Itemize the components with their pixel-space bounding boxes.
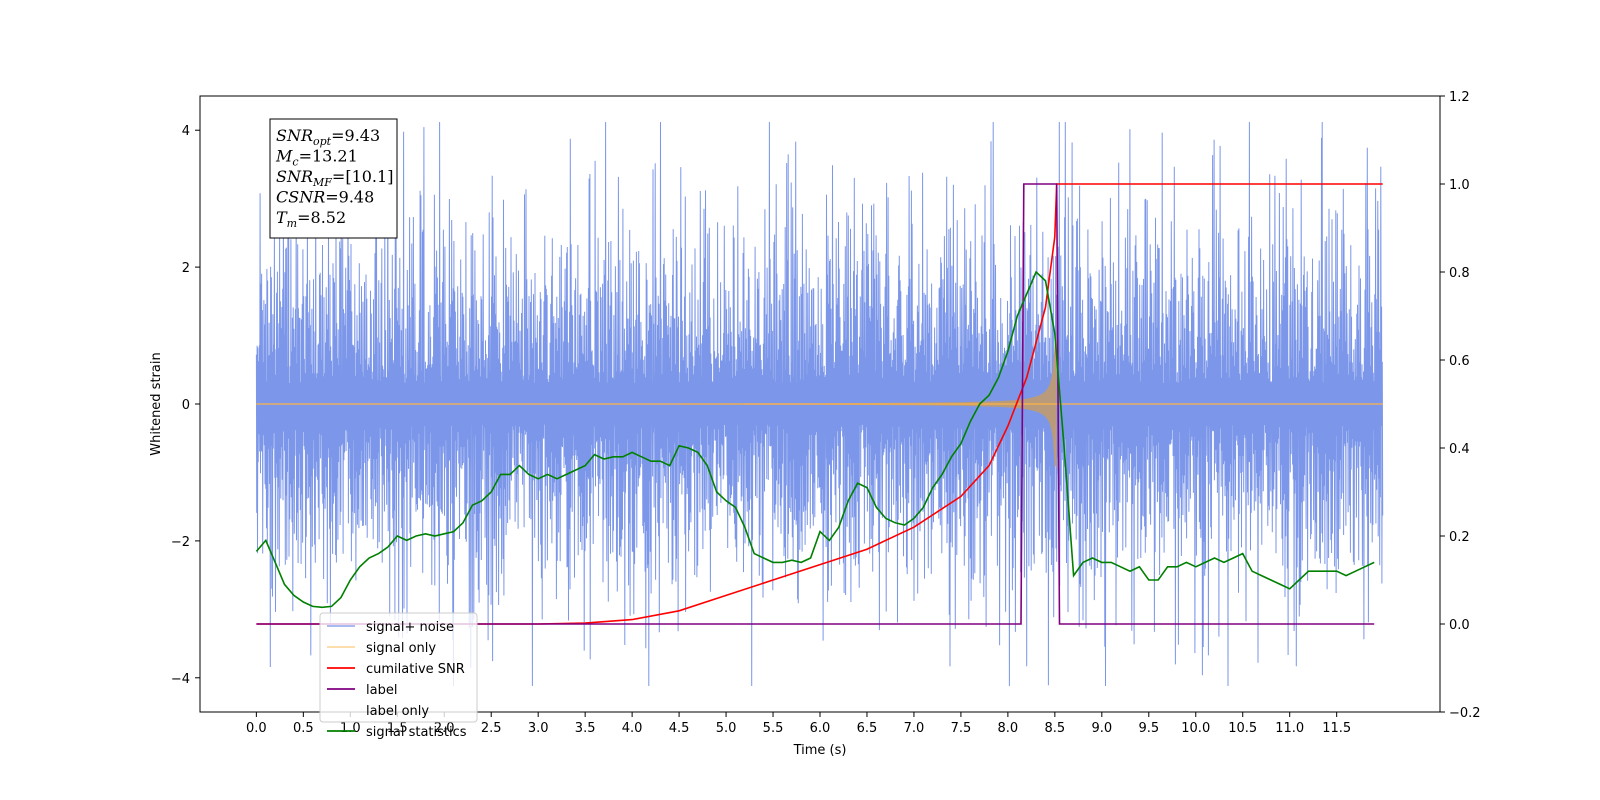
y-tick-label-right: 0.2 — [1449, 530, 1470, 545]
legend-label-signal-statistics: signal statistics — [366, 725, 467, 740]
legend-label-cumilative-snr: cumilative SNR — [366, 662, 465, 677]
y-tick-label-left: 0 — [182, 398, 190, 413]
legend: signal+ noise signal only cumilative SNR la… — [319, 612, 478, 740]
series-label — [256, 183, 1375, 625]
annotation-line: SNRopt=9.43 — [276, 126, 380, 148]
x-tick-label: 11.0 — [1275, 721, 1304, 736]
legend-label-label: label — [366, 683, 397, 698]
legend-label-signal-noise: signal+ noise — [366, 620, 454, 635]
y-tick-label-right: 1.2 — [1449, 90, 1470, 105]
annotation-line: Mc=13.21 — [275, 147, 358, 169]
x-tick-label: 9.5 — [1138, 721, 1159, 736]
x-tick-label: 2.5 — [481, 721, 502, 736]
y-tick-label-left: −2 — [171, 535, 190, 550]
series-signal-statistics — [255, 270, 1375, 609]
x-tick-label: 7.0 — [904, 721, 925, 736]
y-tick-label-left: −4 — [171, 672, 190, 687]
x-tick-label: 4.0 — [622, 721, 643, 736]
axes-layer: 0.0 0.5 1.0 1.5 2.0 2.5 3.0 3.5 4.0 4.5 5.0 5.5 6.0 6… — [171, 90, 1481, 736]
x-tick-label: 1.0 — [340, 721, 361, 736]
annotation-line: SNRMF=[10.1] — [276, 167, 393, 189]
y-tick-label-right: 0.6 — [1449, 354, 1470, 369]
x-tick-label: 8.5 — [1045, 721, 1066, 736]
x-tick-label: 5.0 — [716, 721, 737, 736]
annotation-line: CSNR=9.48 — [276, 188, 374, 207]
legend-frame — [319, 612, 478, 723]
y-tick-label-right: 1.0 — [1449, 178, 1470, 193]
x-tick-label: 9.0 — [1091, 721, 1112, 736]
x-tick-label: 1.5 — [387, 721, 408, 736]
legend-label-label-only: label only — [366, 704, 429, 719]
annotation-line: Tm=8.52 — [276, 208, 346, 230]
y-tick-label-right: 0.0 — [1449, 618, 1470, 633]
annotation-box: SNRopt=9.43Mc=13.21SNRMF=[10.1]CSNR=9.48… — [269, 118, 398, 239]
x-tick-label: 10.5 — [1228, 721, 1257, 736]
x-tick-label: 6.0 — [810, 721, 831, 736]
x-tick-label: 11.5 — [1322, 721, 1351, 736]
y-tick-label-right: 0.8 — [1449, 266, 1470, 281]
x-tick-label: 6.5 — [857, 721, 878, 736]
y-tick-label-left: 2 — [182, 261, 190, 276]
x-tick-label: 7.5 — [951, 721, 972, 736]
x-tick-label: 2.0 — [434, 721, 455, 736]
x-tick-label: 0.5 — [293, 721, 314, 736]
x-tick-label: 8.0 — [998, 721, 1019, 736]
x-tick-label: 4.5 — [669, 721, 690, 736]
series-layer — [255, 121, 1384, 687]
x-tick-label: 3.0 — [528, 721, 549, 736]
y-axis-label-left: Whitened strain — [149, 352, 164, 455]
y-tick-label-left: 4 — [182, 124, 190, 139]
series-cumilative-snr — [256, 183, 1383, 625]
x-axis-label: Time (s) — [793, 743, 847, 758]
x-tick-label: 5.5 — [763, 721, 784, 736]
x-tick-label: 0.0 — [246, 721, 267, 736]
x-tick-label: 3.5 — [575, 721, 596, 736]
x-tick-label: 10.0 — [1181, 721, 1210, 736]
series-signal-noise — [255, 121, 1384, 687]
y-tick-label-right: 0.4 — [1449, 442, 1470, 457]
y-tick-label-right: −0.2 — [1449, 706, 1481, 721]
legend-label-signal-only: signal only — [366, 641, 436, 656]
annotation-frame — [269, 118, 398, 239]
